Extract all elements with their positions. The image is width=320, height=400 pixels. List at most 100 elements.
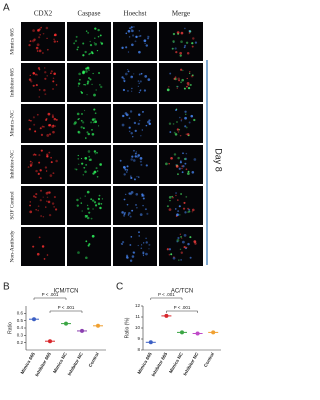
micrograph — [113, 186, 157, 225]
cell-spot — [46, 48, 49, 51]
cell-spot — [35, 84, 38, 87]
cell-spot — [168, 122, 172, 125]
cell-spot — [47, 112, 51, 116]
cell-spot — [181, 167, 183, 170]
cell-spot — [91, 128, 93, 131]
cell-spot — [125, 46, 128, 49]
cell-spot — [184, 44, 187, 47]
cell-spot — [28, 119, 31, 121]
row-label: Inhibitor-NC — [9, 150, 15, 179]
cell-spot — [139, 34, 142, 37]
cell-spot — [177, 131, 180, 133]
row-label: Mimics-NC — [9, 110, 15, 137]
cell-spot — [52, 88, 54, 90]
cell-spot — [143, 39, 147, 43]
cell-spot — [129, 259, 133, 262]
cell-spot — [168, 163, 170, 165]
cell-spot — [141, 195, 144, 197]
cell-spot — [80, 90, 82, 93]
cell-spot — [76, 204, 79, 207]
cell-spot — [53, 38, 55, 41]
cell-spot — [174, 77, 177, 81]
cell-spot — [80, 126, 83, 129]
cell-spot — [179, 54, 182, 57]
cell-spot — [191, 45, 194, 48]
cell-spot — [86, 82, 89, 85]
cell-spot — [177, 199, 179, 201]
dot — [32, 317, 36, 322]
cell-spot — [90, 121, 93, 124]
cell-spot — [38, 36, 41, 39]
cell-spot — [192, 37, 195, 40]
cell-spot — [99, 84, 101, 86]
cell-spot — [173, 77, 176, 80]
chart-title: ICM/TCN — [54, 289, 79, 295]
cell-spot — [89, 40, 91, 43]
cell-spot — [74, 121, 77, 124]
cell-spot — [146, 37, 150, 40]
cell-spot — [171, 195, 173, 198]
cell-spot — [48, 151, 51, 154]
cell-spot — [40, 189, 42, 192]
column-header: Hoechst — [124, 10, 147, 18]
cell-spot — [174, 76, 177, 79]
cell-spot — [142, 111, 144, 113]
cell-spot — [184, 125, 187, 128]
cell-spot — [183, 245, 186, 249]
cell-spot — [139, 213, 143, 217]
cell-spot — [44, 166, 48, 169]
cell-spot — [175, 194, 177, 197]
cell-spot — [135, 151, 138, 153]
cell-spot — [126, 89, 129, 92]
cell-spot — [194, 41, 198, 44]
dot — [164, 313, 169, 318]
cell-spot — [91, 52, 94, 55]
cell-spot — [99, 41, 102, 43]
cell-spot — [127, 68, 129, 71]
cell-spot — [139, 80, 142, 83]
figure: A Day 8 CDX2 Caspase Hoechst Merge Mimics 66… — [3, 3, 224, 378]
cell-spot — [93, 108, 96, 111]
cell-spot — [185, 195, 188, 198]
cell-spot — [134, 40, 137, 43]
row-label: Non-Antibody — [9, 230, 15, 262]
cell-spot — [172, 256, 176, 260]
cell-spot — [125, 113, 129, 117]
micrograph — [159, 104, 203, 143]
micrograph — [67, 22, 111, 61]
cell-spot — [95, 167, 98, 170]
cell-spot — [98, 72, 100, 74]
cell-spot — [83, 109, 86, 112]
cell-spot — [185, 133, 188, 135]
cell-spot — [48, 213, 52, 217]
cell-spot — [138, 30, 141, 32]
cell-spot — [76, 112, 80, 116]
cell-spot — [137, 85, 140, 87]
cell-spot — [88, 77, 90, 79]
cell-spot — [142, 252, 145, 255]
x-tick-label: Control — [88, 352, 100, 368]
bracket — [33, 297, 67, 300]
cell-spot — [81, 210, 83, 212]
cell-spot — [176, 128, 179, 131]
cell-spot — [45, 191, 49, 195]
cell-spot — [73, 122, 76, 126]
cell-spot — [128, 36, 131, 38]
cell-spot — [45, 26, 49, 30]
cell-spot — [121, 76, 124, 79]
cell-spot — [181, 240, 185, 244]
cell-spot — [168, 208, 172, 211]
cell-spot — [176, 240, 179, 243]
cell-spot — [78, 163, 80, 165]
cell-spot — [146, 212, 149, 215]
cell-spot — [89, 78, 92, 81]
cell-spot — [29, 74, 31, 76]
cell-spot — [83, 84, 85, 86]
cell-spot — [140, 244, 143, 246]
cell-spot — [185, 246, 188, 249]
cell-spot — [191, 208, 195, 212]
cell-spot — [77, 46, 80, 49]
cell-spot — [85, 137, 87, 139]
cell-spot — [175, 164, 177, 166]
cell-spot — [52, 130, 55, 134]
